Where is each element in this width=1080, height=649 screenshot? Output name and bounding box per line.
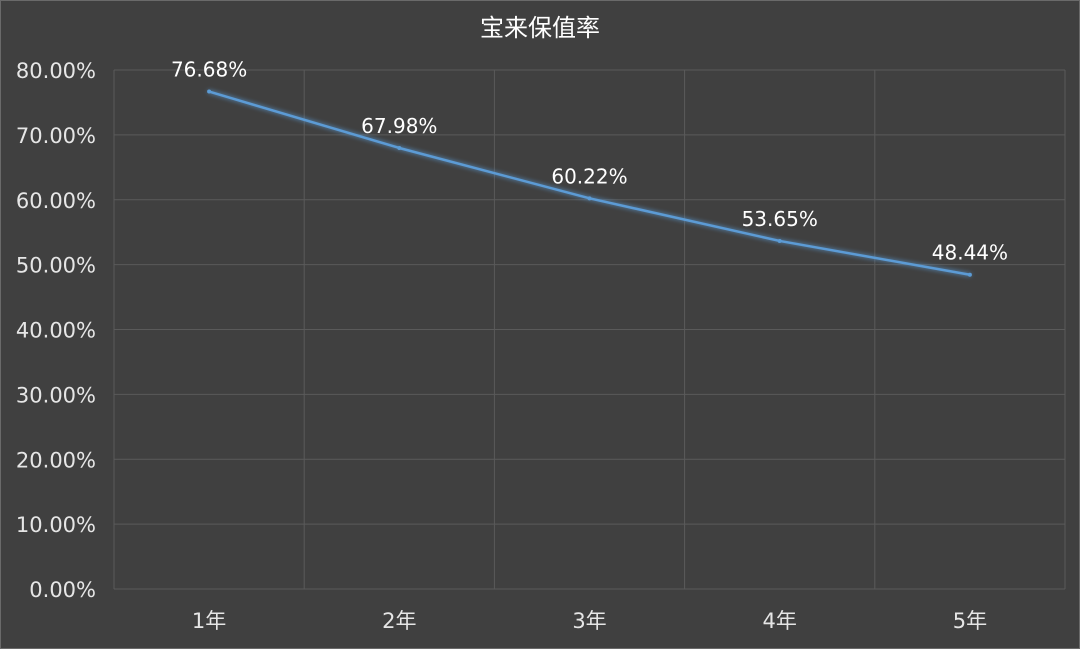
x-tick-label: 5年 [953,609,987,633]
data-label: 76.68% [171,58,247,82]
y-tick-label: 20.00% [16,448,96,472]
y-tick-label: 30.00% [16,383,96,407]
x-tick-label: 2年 [382,609,416,633]
data-label: 48.44% [932,241,1008,265]
data-labels: 76.68% 67.98% 60.22% 53.65% 48.44% [171,58,1008,265]
x-tick-label: 3年 [572,609,606,633]
data-label: 67.98% [361,114,437,138]
grid [113,69,1066,590]
data-point [967,272,972,277]
y-tick-label: 0.00% [29,578,96,602]
data-label: 53.65% [742,207,818,231]
y-tick-label: 70.00% [16,124,96,148]
y-axis-ticks: 0.00% 10.00% 20.00% 30.00% 40.00% 50.00% 60.00… [16,59,96,602]
data-point [587,196,592,201]
x-axis-ticks: 1年 2年 3年 4年 5年 [192,609,987,633]
data-label: 60.22% [551,164,627,188]
y-tick-label: 40.00% [16,319,96,343]
data-point [397,145,402,150]
data-point [207,89,212,94]
y-tick-label: 80.00% [16,59,96,83]
data-point [777,238,782,243]
x-tick-label: 4年 [763,609,797,633]
chart-title: 宝来保值率 [480,14,600,42]
y-tick-label: 10.00% [16,513,96,537]
y-tick-label: 50.00% [16,254,96,278]
x-tick-label: 1年 [192,609,226,633]
series-layer [207,89,972,277]
y-tick-label: 60.00% [16,189,96,213]
